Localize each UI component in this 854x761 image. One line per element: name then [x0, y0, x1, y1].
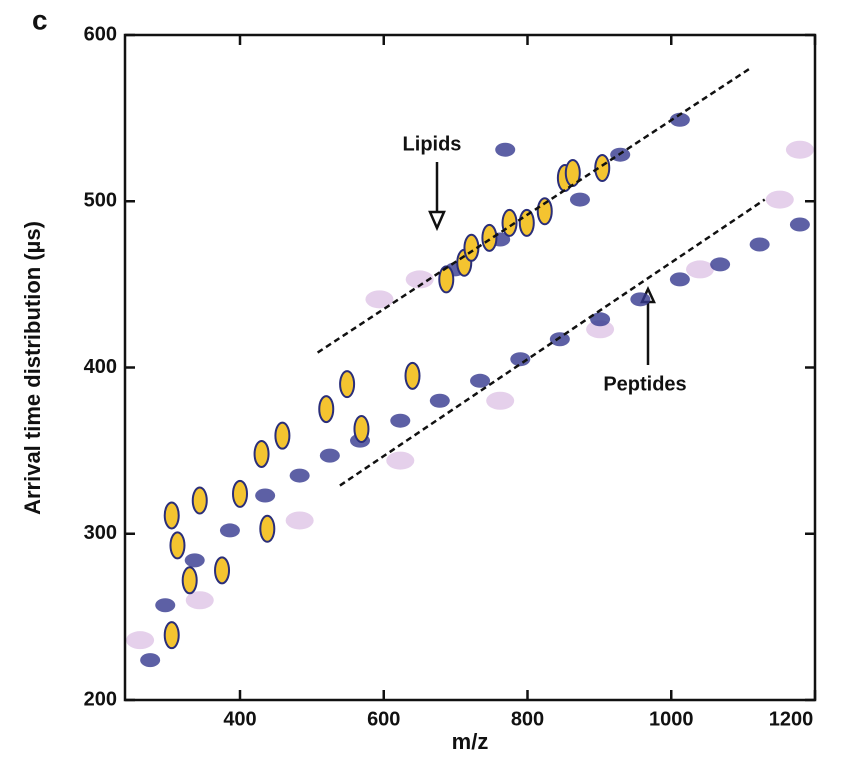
data-point [184, 553, 205, 568]
annotation: Lipids [403, 133, 462, 155]
data-point [285, 511, 314, 530]
data-point [569, 192, 590, 207]
data-point [785, 140, 814, 159]
data-point [710, 257, 731, 272]
data-point [386, 451, 415, 470]
data-point [191, 486, 208, 515]
data-point [140, 653, 161, 668]
data-point [163, 621, 180, 650]
data-point [365, 290, 394, 309]
data-point [404, 361, 421, 390]
trend-line [316, 67, 751, 354]
data-point [259, 514, 276, 543]
arrow-head [428, 210, 446, 232]
data-point [438, 265, 455, 294]
data-point [630, 292, 651, 307]
x-axis-label: m/z [452, 729, 489, 754]
data-point [319, 448, 340, 463]
plot-frame [123, 33, 817, 702]
y-tick-label: 300 [84, 522, 117, 544]
data-point [590, 312, 611, 327]
annotation: Peptides [603, 373, 686, 395]
x-tick-label: 400 [223, 708, 256, 730]
data-point [518, 208, 535, 237]
data-point [549, 332, 570, 347]
data-point [429, 393, 450, 408]
data-point [510, 352, 531, 367]
data-point [536, 197, 553, 226]
y-tick-label: 200 [84, 688, 117, 710]
data-point [669, 112, 690, 127]
x-tick-label: 1200 [769, 708, 814, 730]
y-tick-label: 400 [84, 356, 117, 378]
data-point [405, 270, 434, 289]
panel-label: c [32, 4, 48, 35]
data-point [126, 631, 155, 650]
data-point [163, 501, 180, 530]
x-tick-label: 600 [367, 708, 400, 730]
plot-area [126, 67, 814, 668]
data-point [255, 488, 276, 503]
x-tick-label: 800 [511, 708, 544, 730]
y-axis-label: Arrival time distribution (µs) [20, 221, 45, 515]
data-point [339, 370, 356, 399]
data-point [669, 272, 690, 287]
data-point [169, 531, 186, 560]
data-point [232, 479, 248, 508]
trend-line [339, 198, 766, 487]
x-tick-label: 1000 [649, 708, 694, 730]
data-point [686, 260, 714, 279]
data-point [318, 395, 335, 424]
data-point [155, 598, 176, 613]
data-point [594, 154, 611, 182]
data-point [495, 142, 516, 157]
data-point [253, 439, 270, 468]
data-point [390, 413, 411, 428]
data-point [289, 468, 310, 483]
data-point [470, 373, 491, 388]
data-point [486, 391, 515, 410]
data-point [185, 591, 214, 610]
y-tick-label: 500 [84, 190, 117, 212]
data-point [181, 566, 198, 595]
data-point [789, 217, 810, 232]
data-point [214, 556, 231, 585]
data-point [219, 523, 240, 538]
data-point [586, 320, 615, 339]
data-point [481, 223, 498, 252]
data-point [353, 415, 370, 444]
y-tick-label: 600 [84, 23, 117, 45]
data-point [749, 237, 770, 252]
data-point [765, 190, 794, 209]
data-point [274, 421, 291, 450]
